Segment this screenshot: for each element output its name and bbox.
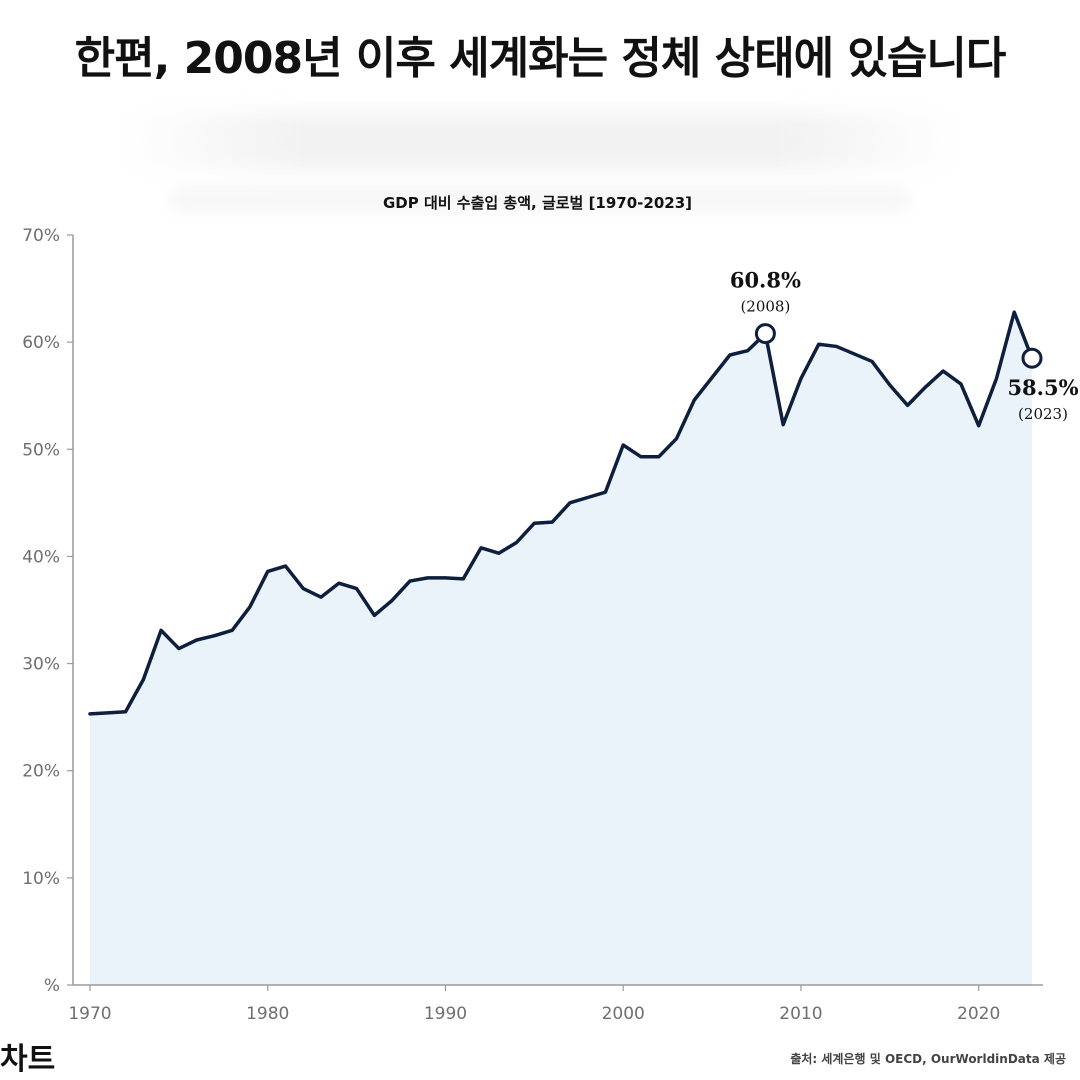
axis-layer <box>67 234 1043 991</box>
y-tick-label-70: 70% <box>22 226 60 246</box>
x-tick-label-2000: 2000 <box>602 1004 645 1024</box>
y-tick-label-60: 60% <box>22 333 60 353</box>
annotation-year-2008: (2008) <box>740 298 790 316</box>
annotation-marker-2023 <box>1021 347 1043 369</box>
y-tick-label-10: 10% <box>22 869 60 889</box>
y-tick-label-0: % <box>44 976 60 996</box>
label-layer: % 10% 20% 30% 40% 50% 60% 70% 1970 1980 1990 2000 20… <box>22 226 1078 1024</box>
y-tick-label-40: 40% <box>22 547 60 567</box>
annotation-value-2023: 58.5% <box>1007 375 1078 400</box>
y-tick-label-30: 30% <box>22 655 60 675</box>
line-layer <box>88 310 1034 716</box>
x-tick-label-2010: 2010 <box>779 1004 822 1024</box>
annotation-marker-2008 <box>754 323 776 345</box>
faded-background-banner <box>120 112 960 170</box>
headline: 한편, 2008년 이후 세계화는 정체 상태에 있습니다 <box>74 33 1007 84</box>
marker-layer <box>754 323 1043 369</box>
x-tick-label-1980: 1980 <box>246 1004 289 1024</box>
y-tick-label-20: 20% <box>22 762 60 782</box>
faded-background-subtitle <box>170 188 910 210</box>
x-tick-label-1970: 1970 <box>68 1004 111 1024</box>
source-note: 출처: 세계은행 및 OECD, OurWorldinData 제공 <box>790 1052 1066 1066</box>
annotation-value-2008: 60.8% <box>730 268 801 293</box>
brand-logo-text: 차트 <box>0 1042 56 1077</box>
x-tick-label-2020: 2020 <box>957 1004 1000 1024</box>
annotation-year-2023: (2023) <box>1018 405 1068 423</box>
area-fill <box>90 312 1032 985</box>
series-line <box>88 310 1034 716</box>
x-tick-label-1990: 1990 <box>424 1004 467 1024</box>
chart-title: GDP 대비 수출입 총액, 글로벌 [1970-2023] <box>383 194 692 212</box>
y-tick-label-50: 50% <box>22 440 60 460</box>
area-layer <box>90 312 1032 985</box>
